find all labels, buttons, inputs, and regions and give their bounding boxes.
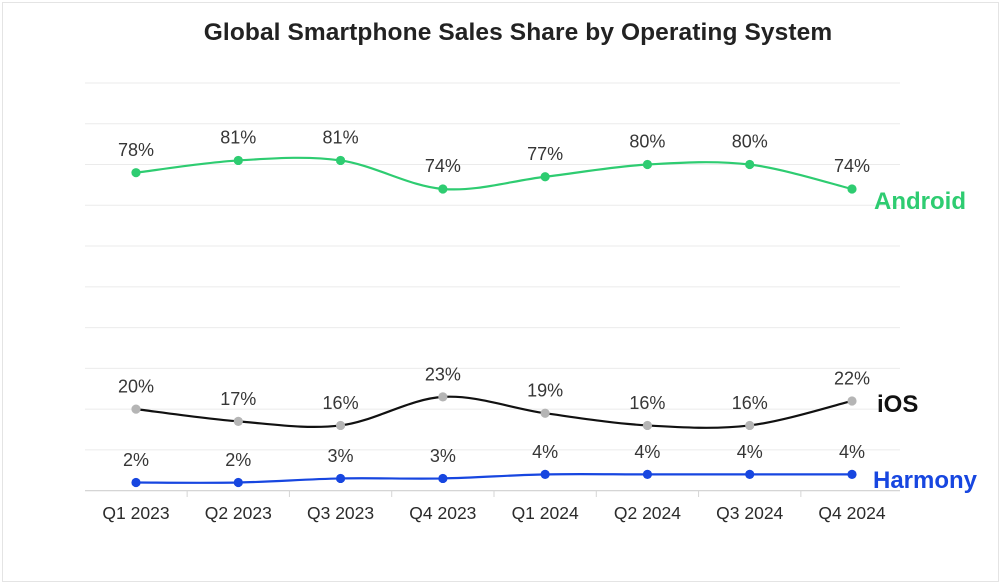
svg-text:iOS: iOS <box>877 391 918 418</box>
svg-text:74%: 74% <box>425 156 461 176</box>
svg-text:22%: 22% <box>834 368 870 388</box>
svg-text:78%: 78% <box>118 140 154 160</box>
svg-text:80%: 80% <box>732 132 768 152</box>
svg-text:Q4 2023: Q4 2023 <box>409 503 476 523</box>
svg-text:4%: 4% <box>634 442 660 462</box>
svg-text:81%: 81% <box>323 128 359 148</box>
svg-text:4%: 4% <box>839 442 865 462</box>
svg-text:23%: 23% <box>425 364 461 384</box>
svg-text:2%: 2% <box>225 450 251 470</box>
svg-text:3%: 3% <box>430 446 456 466</box>
svg-text:Q1 2024: Q1 2024 <box>512 503 579 523</box>
svg-text:16%: 16% <box>323 393 359 413</box>
svg-text:20%: 20% <box>118 377 154 397</box>
svg-text:80%: 80% <box>629 132 665 152</box>
svg-text:19%: 19% <box>527 381 563 401</box>
svg-text:Q2 2024: Q2 2024 <box>614 503 681 523</box>
svg-text:Q3 2023: Q3 2023 <box>307 503 374 523</box>
svg-text:Harmony: Harmony <box>873 467 978 494</box>
svg-text:Q2 2023: Q2 2023 <box>205 503 272 523</box>
svg-text:77%: 77% <box>527 144 563 164</box>
svg-text:Q1 2023: Q1 2023 <box>102 503 169 523</box>
svg-text:74%: 74% <box>834 156 870 176</box>
svg-text:16%: 16% <box>629 393 665 413</box>
svg-text:4%: 4% <box>532 442 558 462</box>
svg-text:3%: 3% <box>328 446 354 466</box>
svg-text:Android: Android <box>874 188 966 215</box>
svg-text:81%: 81% <box>220 128 256 148</box>
svg-text:16%: 16% <box>732 393 768 413</box>
svg-text:17%: 17% <box>220 389 256 409</box>
svg-text:4%: 4% <box>737 442 763 462</box>
svg-text:Q4 2024: Q4 2024 <box>818 503 885 523</box>
svg-text:2%: 2% <box>123 450 149 470</box>
svg-text:Q3 2024: Q3 2024 <box>716 503 783 523</box>
